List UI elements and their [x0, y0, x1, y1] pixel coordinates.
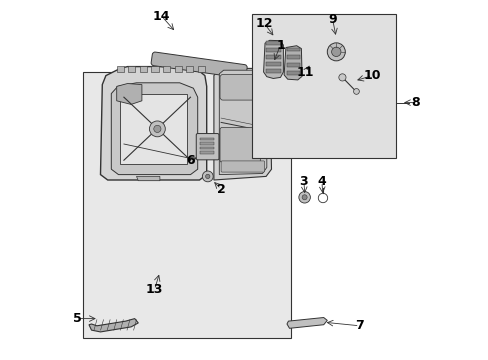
Text: 6: 6 — [186, 154, 194, 167]
Bar — [286, 48, 299, 51]
Bar — [151, 66, 158, 72]
Bar — [117, 66, 123, 72]
Bar — [82, 72, 291, 338]
Text: 2: 2 — [216, 183, 225, 195]
Text: 4: 4 — [317, 175, 325, 188]
Bar — [286, 55, 299, 59]
Text: 13: 13 — [145, 283, 163, 296]
Bar — [197, 66, 204, 72]
Polygon shape — [286, 318, 326, 328]
Bar — [140, 66, 147, 72]
Polygon shape — [263, 40, 283, 78]
Bar — [163, 66, 170, 72]
Bar — [186, 66, 193, 72]
Text: 14: 14 — [153, 10, 170, 23]
Text: 8: 8 — [410, 96, 419, 109]
Polygon shape — [111, 83, 197, 175]
Bar — [200, 147, 213, 149]
Text: 1: 1 — [276, 39, 285, 51]
Circle shape — [302, 195, 306, 200]
Text: 7: 7 — [355, 319, 364, 332]
Text: 12: 12 — [255, 17, 272, 30]
Text: 9: 9 — [328, 13, 336, 26]
FancyBboxPatch shape — [120, 94, 186, 164]
Polygon shape — [213, 68, 271, 180]
Bar — [200, 138, 213, 140]
Bar — [200, 151, 213, 154]
Circle shape — [298, 192, 310, 203]
Bar — [200, 142, 213, 145]
FancyBboxPatch shape — [220, 75, 254, 100]
Polygon shape — [136, 176, 160, 181]
Polygon shape — [284, 46, 302, 80]
Polygon shape — [117, 84, 142, 104]
Bar — [286, 71, 299, 75]
Circle shape — [331, 47, 340, 57]
FancyBboxPatch shape — [221, 161, 264, 172]
FancyBboxPatch shape — [196, 134, 219, 160]
FancyBboxPatch shape — [151, 52, 246, 78]
Circle shape — [353, 89, 359, 94]
Polygon shape — [89, 319, 138, 332]
Bar — [128, 66, 135, 72]
Polygon shape — [219, 70, 266, 175]
Text: 11: 11 — [296, 66, 314, 78]
Bar — [265, 55, 281, 59]
Bar — [251, 14, 395, 158]
Circle shape — [149, 121, 165, 137]
Bar — [174, 66, 182, 72]
Text: 10: 10 — [363, 69, 380, 82]
Circle shape — [205, 174, 209, 179]
Circle shape — [338, 74, 346, 81]
Bar — [265, 63, 281, 66]
Bar — [265, 69, 281, 73]
FancyBboxPatch shape — [220, 127, 260, 162]
Circle shape — [326, 43, 345, 61]
Polygon shape — [101, 67, 206, 180]
Bar — [265, 41, 281, 45]
Circle shape — [153, 125, 161, 132]
Bar — [286, 63, 299, 67]
Text: 5: 5 — [73, 312, 81, 325]
Circle shape — [202, 171, 213, 182]
Text: 3: 3 — [299, 175, 307, 188]
Bar — [265, 49, 281, 52]
